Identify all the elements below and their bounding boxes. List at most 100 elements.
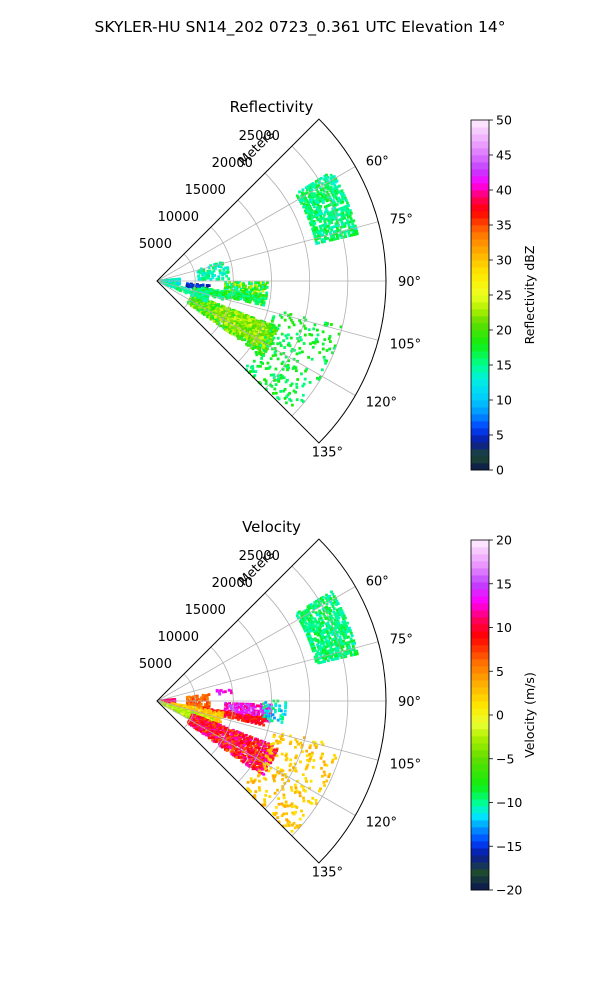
echo-pixel xyxy=(341,611,345,615)
echo-pixel xyxy=(336,649,340,653)
echo-pixel xyxy=(239,708,243,711)
echo-pixel xyxy=(269,758,272,762)
echo-pixel xyxy=(279,740,282,744)
echo-pixel xyxy=(242,325,246,329)
echo-pixel xyxy=(332,346,336,350)
echo-pixel xyxy=(223,713,227,716)
echo-pixel xyxy=(298,351,302,355)
echo-pixel xyxy=(293,348,296,352)
echo-pixel xyxy=(308,629,312,633)
echo-pixel xyxy=(295,740,299,744)
colorbar-segment xyxy=(471,141,489,149)
echo-pixel xyxy=(330,216,334,219)
echo-pixel xyxy=(186,696,189,700)
echo-pixel xyxy=(195,704,199,708)
echo-pixel xyxy=(280,737,283,741)
echo-pixel xyxy=(317,210,321,214)
echo-pixel xyxy=(338,654,341,657)
echo-pixel xyxy=(345,624,348,628)
echo-pixel xyxy=(264,379,268,383)
echo-pixel xyxy=(202,295,205,299)
echo-pixel xyxy=(233,754,237,758)
echo-pixel xyxy=(274,704,278,708)
echo-pixel xyxy=(338,610,342,614)
echo-pixel xyxy=(181,287,185,291)
echo-pixel xyxy=(315,626,319,630)
echo-pixel xyxy=(215,307,219,310)
echo-pixel xyxy=(215,293,219,297)
echo-pixel xyxy=(241,295,245,299)
echo-pixel xyxy=(251,288,255,292)
echo-pixel xyxy=(330,620,333,623)
echo-pixel xyxy=(199,290,203,294)
colorbar-segment xyxy=(471,610,489,618)
echo-pixel xyxy=(339,653,343,657)
echo-pixel xyxy=(325,624,329,628)
echo-pixel xyxy=(276,788,279,792)
colorbar-tick-label: 50 xyxy=(496,113,512,128)
echo-pixel xyxy=(303,377,307,381)
echo-pixel xyxy=(295,824,299,828)
echo-pixel xyxy=(347,231,351,235)
echo-pixel xyxy=(329,177,333,180)
echo-pixel xyxy=(340,609,344,613)
echo-pixel xyxy=(241,338,244,342)
echo-pixel xyxy=(310,213,314,217)
echo-pixel xyxy=(298,346,302,350)
echo-pixel xyxy=(327,224,330,228)
echo-pixel xyxy=(337,213,341,217)
echo-pixel xyxy=(315,206,319,210)
echo-pixel xyxy=(259,332,262,336)
echo-pixel xyxy=(335,617,339,621)
echo-pixel xyxy=(238,702,241,706)
echo-pixel xyxy=(343,230,346,233)
echo-pixel xyxy=(304,186,308,190)
echo-pixel xyxy=(229,288,233,292)
echo-pixel xyxy=(236,325,239,328)
echo-pixel xyxy=(307,610,311,614)
echo-pixel xyxy=(284,703,288,706)
echo-pixel xyxy=(246,753,250,757)
echo-pixel xyxy=(249,285,253,288)
echo-pixel xyxy=(285,365,289,369)
echo-pixel xyxy=(279,709,283,713)
echo-pixel xyxy=(280,721,284,724)
echo-pixel xyxy=(289,740,293,744)
echo-pixel xyxy=(279,313,282,317)
echo-pixel xyxy=(324,650,328,654)
echo-pixel xyxy=(215,689,219,693)
echo-pixel xyxy=(305,191,309,195)
echo-pixel xyxy=(230,712,233,716)
echo-pixel xyxy=(316,179,320,182)
colorbar-segment xyxy=(471,862,489,870)
echo-pixel xyxy=(207,693,211,696)
colorbar-segment xyxy=(471,323,489,331)
echo-pixel xyxy=(342,614,346,618)
echo-pixel xyxy=(281,787,285,791)
echo-pixel xyxy=(317,205,321,209)
echo-pixel xyxy=(164,704,167,707)
echo-pixel xyxy=(321,641,325,645)
echo-pixel xyxy=(291,367,295,370)
echo-pixel xyxy=(314,212,317,216)
echo-pixel xyxy=(318,627,322,631)
echo-pixel xyxy=(300,372,303,376)
echo-pixel xyxy=(235,297,238,301)
echo-pixel xyxy=(326,616,330,620)
echo-pixel xyxy=(248,282,251,286)
echo-pixel xyxy=(332,657,336,661)
echo-pixel xyxy=(278,707,281,711)
echo-pixel xyxy=(335,634,339,637)
echo-pixel xyxy=(335,623,339,626)
echo-pixel xyxy=(329,340,332,343)
echo-pixel xyxy=(304,777,308,780)
echo-pixel xyxy=(287,314,290,317)
echo-pixel xyxy=(258,348,262,351)
echo-pixel xyxy=(301,400,305,403)
echo-pixel xyxy=(321,624,324,627)
colorbar-tick-label: 10 xyxy=(496,620,512,635)
grid-spoke xyxy=(156,280,356,396)
echo-pixel xyxy=(236,738,240,741)
echo-pixel xyxy=(307,212,311,216)
echo-pixel xyxy=(221,314,225,318)
